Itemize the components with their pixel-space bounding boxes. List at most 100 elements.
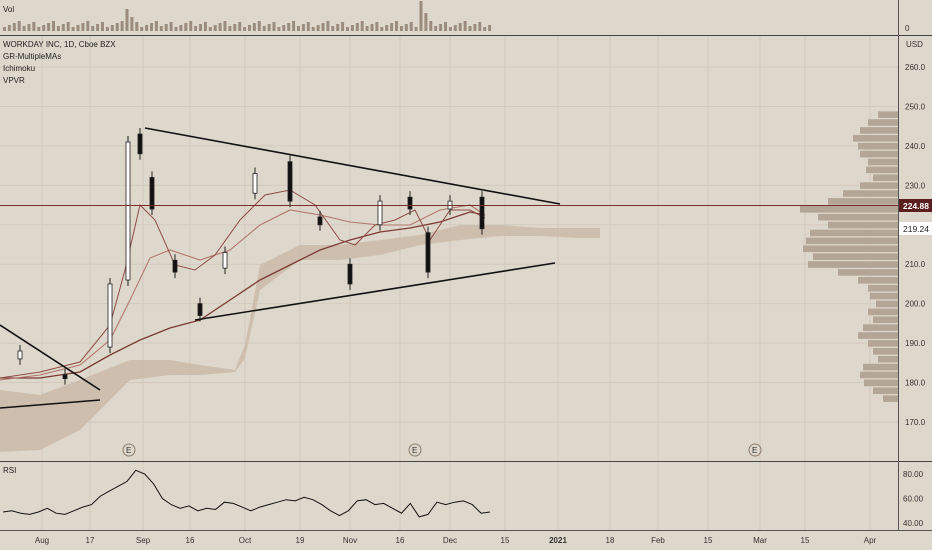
volume-profile-bar: [813, 253, 898, 260]
volume-bar: [350, 25, 354, 31]
time-tick-label: Aug: [35, 536, 49, 545]
volume-profile-bar: [876, 300, 898, 308]
volume-profile-bar: [878, 355, 898, 363]
volume-bar: [135, 22, 139, 31]
volume-bar: [414, 27, 418, 31]
indicator-label-multiplemas[interactable]: GR-MultipleMAs: [3, 52, 61, 61]
volume-bar: [385, 25, 389, 31]
price-label-secondary: 219.24: [899, 222, 932, 235]
volume-profile-bar: [873, 316, 898, 324]
time-tick-label: 2021: [549, 536, 567, 545]
volume-bar: [125, 9, 129, 31]
time-tick-label: 16: [186, 536, 195, 545]
volume-bar: [316, 25, 320, 31]
candle-body: [479, 196, 485, 230]
volume-bar: [409, 22, 413, 31]
price-label-secondary-bg: [899, 222, 932, 235]
volume-profile-bar: [860, 182, 898, 189]
volume-bar: [228, 26, 232, 31]
volume-bar: [360, 21, 364, 31]
candle-body: [107, 283, 113, 348]
volume-bar: [71, 27, 75, 31]
rsi-tick-label: 60.00: [903, 495, 924, 504]
earnings-marker-2[interactable]: [408, 443, 422, 457]
volume-profile-bar: [838, 269, 898, 276]
price-tick-label: 190.0: [905, 339, 926, 348]
volume-bar: [434, 26, 438, 31]
rsi-label[interactable]: RSI: [3, 466, 16, 475]
volume-bar: [150, 23, 153, 31]
volume-bar: [218, 23, 222, 31]
volume-profile-bar: [873, 348, 898, 355]
volume-bar: [292, 21, 296, 31]
early-upper-trendline[interactable]: [0, 324, 101, 391]
volume-profile-bar: [803, 245, 898, 253]
triangle-lower-trendline[interactable]: [194, 262, 556, 321]
volume-bar: [105, 27, 109, 31]
candle-body: [17, 350, 23, 360]
volume-bar: [169, 22, 173, 31]
rsi-axis: 80.00 60.00 40.00: [903, 470, 924, 528]
time-axis[interactable]: Aug 17 Sep 16 Oct 19 Nov 16 Dec 15 2021 18 Feb 15 Mar 1…: [35, 536, 877, 545]
volume-bar: [326, 21, 330, 31]
price-label-secondary-text: 219.24: [903, 224, 929, 234]
volume-profile-bar: [868, 340, 898, 347]
volume-profile-bar: [883, 395, 898, 402]
volume-bar: [301, 24, 305, 31]
rsi-tick-label: 40.00: [903, 519, 924, 528]
volume-bar: [86, 21, 90, 31]
volume-bar: [47, 23, 51, 31]
rsi-tick-label: 80.00: [903, 470, 924, 479]
volume-bar: [390, 23, 394, 31]
earnings-marker-1[interactable]: [122, 443, 136, 457]
volume-bar: [208, 27, 212, 31]
volume-profile-bar: [863, 363, 898, 371]
volume-bar: [439, 24, 443, 31]
volume-profile-bar: [860, 127, 898, 134]
volume-bar: [331, 26, 335, 31]
volume-bar: [7, 25, 11, 31]
volume-bar: [22, 26, 26, 31]
volume-bar: [189, 21, 193, 31]
volume-bar: [287, 23, 291, 31]
candle-body: [347, 263, 353, 285]
volume-bar: [56, 26, 60, 31]
volume-bar: [453, 25, 457, 31]
volume-bar: [321, 23, 325, 31]
symbol-title[interactable]: WORKDAY INC, 1D, Cboe BZX: [3, 40, 116, 49]
volume-label: Vol: [3, 5, 14, 14]
volume-bar: [458, 23, 462, 31]
volume-bar: [194, 26, 198, 31]
earnings-markers: E E E: [122, 443, 762, 457]
volume-bar: [463, 21, 467, 31]
volume-bar: [346, 27, 349, 31]
volume-bar: [370, 24, 374, 31]
volume-profile-bar: [806, 237, 898, 245]
volume-profile-bar: [863, 324, 898, 331]
time-tick-label: 15: [704, 536, 713, 545]
indicator-label-ichimoku[interactable]: Ichimoku: [3, 64, 35, 73]
triangle-upper-trendline[interactable]: [144, 127, 561, 205]
candle-body: [62, 374, 68, 380]
volume-profile-bar: [828, 198, 898, 205]
volume-bar: [262, 26, 266, 31]
volume-bar: [365, 26, 369, 31]
volume-profile-bar: [853, 135, 898, 142]
volume-bar: [424, 13, 428, 31]
volume-bar: [444, 22, 447, 31]
indicator-label-vpvr[interactable]: VPVR: [3, 76, 25, 85]
time-tick-label: Mar: [753, 536, 767, 545]
volume-profile-bar: [858, 277, 898, 284]
early-lower-trendline[interactable]: [0, 399, 101, 409]
candle-body: [172, 259, 178, 273]
volume-profile-bar: [858, 332, 898, 339]
time-tick-label: Feb: [651, 536, 665, 545]
price-tick-label: 180.0: [905, 379, 926, 388]
volume-bar: [355, 23, 359, 31]
earnings-marker-3[interactable]: [748, 443, 762, 457]
volume-bar: [154, 21, 158, 31]
volume-profile-bar: [808, 261, 898, 268]
price-tick-label: 170.0: [905, 418, 926, 427]
